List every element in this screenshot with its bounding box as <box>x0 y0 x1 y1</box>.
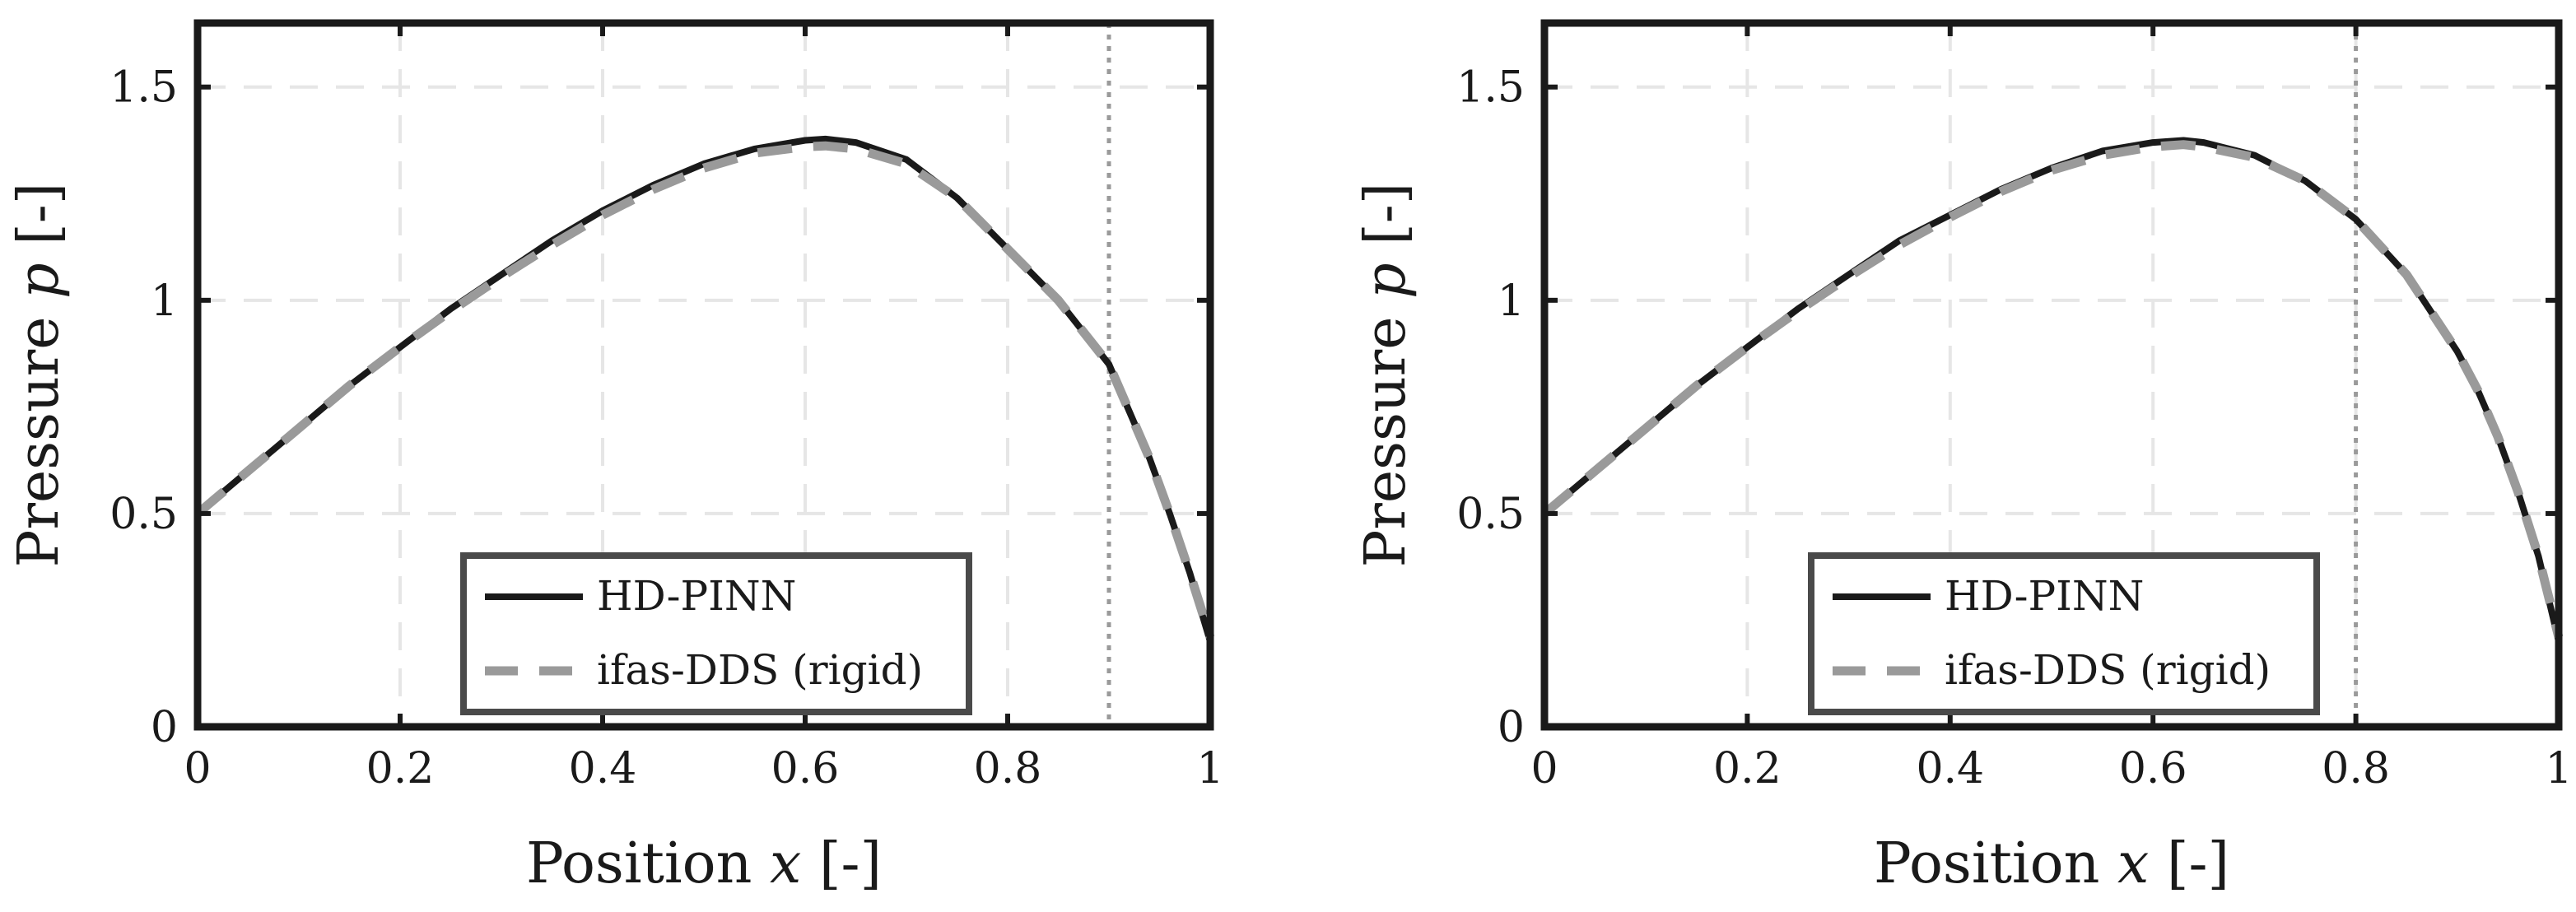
legend-box <box>460 552 972 715</box>
x-axis-label-unit: [-] <box>2149 831 2229 896</box>
series-line-2 <box>1541 140 2564 639</box>
legend-label-1: HD-PINN <box>597 572 796 620</box>
x-tick-label: 0.8 <box>974 744 1042 793</box>
x-tick-label: 1 <box>1196 744 1223 793</box>
legend-label-2: ifas-DDS (rigid) <box>597 646 923 694</box>
y-axis-label-text: Pressure <box>7 299 72 567</box>
x-axis-label: Position x [-] <box>526 831 882 896</box>
y-axis-label: Pressure p [-] <box>7 183 72 568</box>
series-line-1 <box>195 135 1213 643</box>
x-axis-label-text: Position <box>526 831 770 896</box>
x-tick-label: 0.2 <box>1713 744 1782 793</box>
x-tick-label: 0 <box>184 744 211 793</box>
y-tick-label: 0.5 <box>1456 490 1525 539</box>
y-axis-label-unit: [-] <box>1353 183 1418 263</box>
y-tick-label: 1 <box>151 277 178 326</box>
y-axis-label-unit: [-] <box>7 183 72 263</box>
y-tick-label: 0.5 <box>109 490 178 539</box>
legend: HD-PINN ifas-DDS (rigid) <box>460 552 972 715</box>
x-axis-label-unit: [-] <box>801 831 882 896</box>
x-tick-label: 1 <box>2545 744 2572 793</box>
x-tick-label: 0.8 <box>2322 744 2390 793</box>
x-tick-label: 0.4 <box>569 744 637 793</box>
legend-label-2: ifas-DDS (rigid) <box>1945 646 2271 694</box>
x-tick-label: 0.6 <box>771 744 840 793</box>
y-tick-label: 1 <box>1498 277 1525 326</box>
x-axis-label: Position x [-] <box>1874 831 2229 896</box>
plot-frame <box>193 19 1214 731</box>
x-tick-label: 0.4 <box>1916 744 1984 793</box>
legend-box <box>1808 552 2320 715</box>
y-axis-label-var: p <box>1353 263 1418 299</box>
x-axis-label-var: x <box>770 831 801 896</box>
y-axis-label: Pressure p [-] <box>1353 183 1418 568</box>
plot-frame <box>1540 19 2563 731</box>
y-axis-label-var: p <box>7 263 72 299</box>
y-tick-label: 0 <box>151 703 178 752</box>
x-axis-label-text: Position <box>1874 831 2117 896</box>
legend-label-1: HD-PINN <box>1945 572 2144 620</box>
y-axis-label-text: Pressure <box>1353 299 1418 567</box>
x-tick-label: 0.6 <box>2119 744 2187 793</box>
x-tick-label: 0.2 <box>366 744 435 793</box>
y-tick-label: 1.5 <box>1456 63 1525 113</box>
y-tick-label: 1.5 <box>109 63 178 113</box>
legend: HD-PINN ifas-DDS (rigid) <box>1808 552 2320 715</box>
x-axis-label-var: x <box>2117 831 2149 896</box>
x-tick-label: 0 <box>1530 744 1558 793</box>
y-tick-label: 0 <box>1498 703 1525 752</box>
